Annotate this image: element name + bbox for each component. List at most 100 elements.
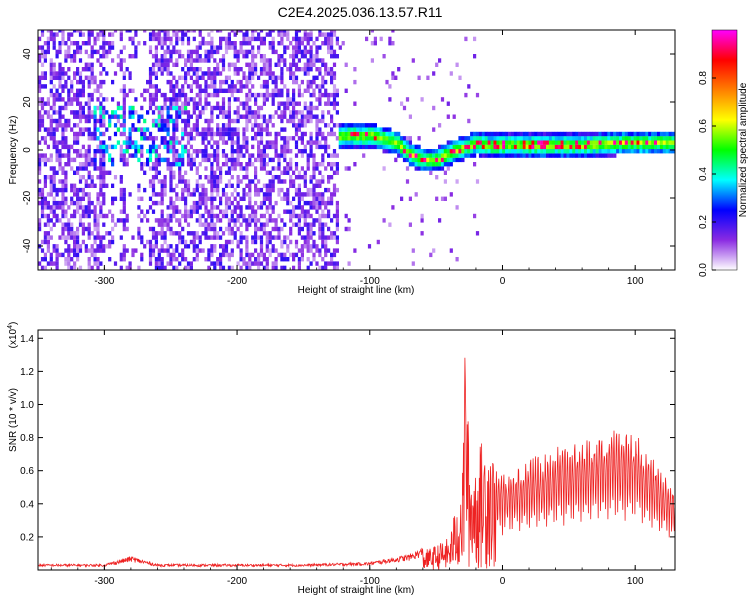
heatmap-cell [219,88,223,93]
heatmap-cell [201,187,205,193]
heatmap-cell [248,41,252,46]
heatmap-cell [148,136,153,141]
heatmap-cell [324,200,328,206]
heatmap-cell [297,183,301,188]
heatmap-cell [43,252,47,258]
heatmap-cell [221,265,226,270]
heatmap-cell [204,192,208,197]
heatmap-cell [137,231,141,236]
heatmap-cell [262,41,266,46]
heatmap-cell [140,235,144,240]
heatmap-cell [227,179,231,184]
heatmap-cell [359,131,363,137]
heatmap-cell [169,49,173,55]
heatmap-cell [157,88,161,93]
heatmap-cell [350,131,354,137]
heatmap-cell [143,170,147,175]
heatmap-cell [175,196,179,201]
heatmap-cell [592,131,596,137]
heatmap-cell [245,218,249,223]
heatmap-cell [262,97,266,102]
heatmap-cell [312,196,316,201]
heatmap-cell [259,127,264,132]
heatmap-cell [93,153,97,158]
heatmap-cell [289,118,293,124]
heatmap-cell [586,149,591,154]
heatmap-cell [245,265,249,270]
heatmap-cell [148,239,153,245]
heatmap-cell [108,114,112,119]
heatmap-cell [537,144,541,150]
heatmap-cell [262,265,266,270]
heatmap-cell [160,127,164,132]
heatmap-cell [259,105,264,111]
heatmap-cell [99,101,103,106]
heatmap-cell [598,136,602,141]
heatmap-cell [102,45,106,50]
heatmap-cell [505,149,509,154]
heatmap-cell [242,261,246,266]
heatmap-cell [315,49,319,55]
heatmap-cell [286,97,290,102]
heatmap-cell [219,235,223,240]
heatmap-cell [102,105,106,111]
heatmap-cell [464,144,468,150]
heatmap-cell [113,222,118,227]
heatmap-cell [230,209,234,214]
heatmap-cell [157,162,161,167]
heatmap-cell [283,192,287,197]
heatmap-cell [96,84,100,89]
heatmap-cell [379,36,383,42]
heatmap-cell [55,88,59,93]
heatmap-cell [181,105,185,111]
heatmap-cell [344,166,348,171]
heatmap-cell [169,114,173,119]
heatmap-cell [490,131,494,137]
heatmap-cell [184,144,188,150]
heatmap-cell [262,183,266,188]
heatmap-cell [210,41,214,46]
heatmap-cell [335,110,339,115]
heatmap-cell [189,75,193,80]
heatmap-cell [619,136,623,141]
heatmap-cell [172,265,176,270]
heatmap-cell [505,144,509,150]
heatmap-cell [224,75,229,80]
heatmap-cell [40,45,45,50]
heatmap-cell [292,252,296,258]
heatmap-cell [143,187,147,193]
heatmap-cell [467,136,471,141]
heatmap-cell [294,205,299,210]
heatmap-cell [195,209,199,214]
heatmap-cell [198,239,202,245]
heatmap-cell [239,252,243,258]
heatmap-cell [81,92,85,98]
heatmap-cell [414,149,418,154]
heatmap-cell [382,144,386,150]
heatmap-cell [210,179,214,184]
heatmap-cell [224,226,229,232]
heatmap-cell [259,114,264,119]
heatmap-cell [227,45,231,50]
heatmap-cell [175,79,179,85]
heatmap-cell [198,183,202,188]
heatmap-cell [219,252,223,258]
heatmap-cell [201,58,205,63]
heatmap-cell [324,252,328,258]
heatmap-cell [303,45,307,50]
heatmap-cell [227,110,231,115]
heatmap-cell [230,127,234,132]
heatmap-cell [181,118,185,124]
heatmap-cell [204,231,208,236]
heatmap-cell [87,84,91,89]
heatmap-cell [76,252,80,258]
heatmap-cell [169,187,173,193]
heatmap-cell [96,36,100,42]
heatmap-cell [49,205,53,210]
heatmap-cell [38,118,42,124]
heatmap-cell [455,149,459,154]
heatmap-cell [318,92,322,98]
heatmap-cell [116,62,120,67]
heatmap-cell [213,170,217,175]
heatmap-cell [487,131,491,137]
